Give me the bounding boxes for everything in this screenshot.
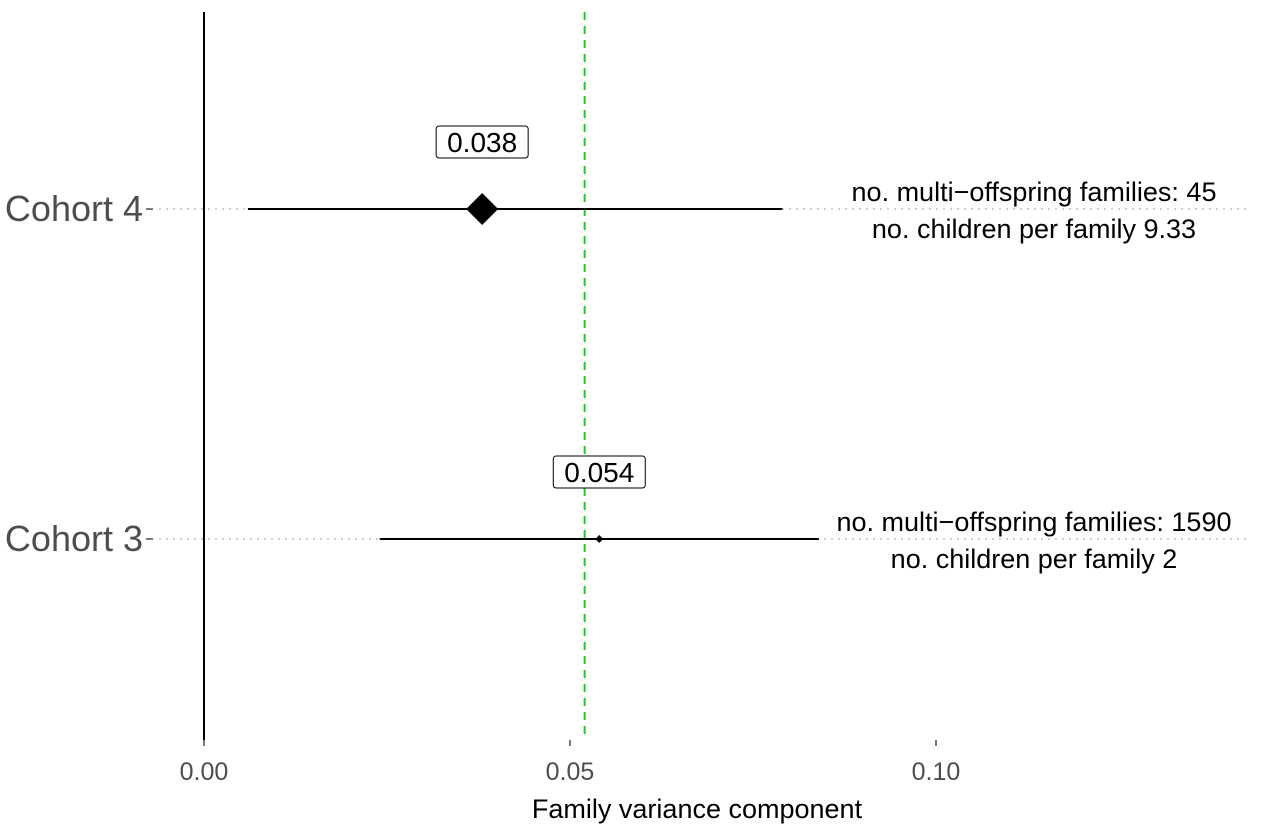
rows-layer: Cohort 4 0.038 no. multi−offspring familie…	[5, 125, 1232, 574]
estimate-label: 0.038	[447, 127, 517, 158]
x-tick-label: 0.10	[912, 758, 961, 786]
estimate-label-box	[552, 455, 646, 489]
estimate-marker	[595, 535, 604, 543]
category-label: Cohort 4	[5, 188, 143, 229]
row-gridlines	[159, 208, 1248, 540]
note-families: no. multi−offspring families: 1590	[837, 507, 1232, 537]
x-tick-label: 0.05	[546, 758, 595, 786]
category-label: Cohort 3	[5, 518, 143, 559]
estimate-marker	[466, 193, 499, 225]
x-axis: 0.00 0.05 0.10	[180, 12, 961, 786]
note-children: no. children per family 9.33	[872, 214, 1196, 244]
note-families: no. multi−offspring families: 45	[852, 177, 1217, 207]
x-tick-label: 0.00	[180, 758, 229, 786]
estimate-label-box	[435, 125, 529, 159]
x-axis-title: Family variance component	[532, 794, 863, 824]
estimate-label: 0.054	[564, 457, 634, 488]
note-children: no. children per family 2	[891, 544, 1178, 574]
